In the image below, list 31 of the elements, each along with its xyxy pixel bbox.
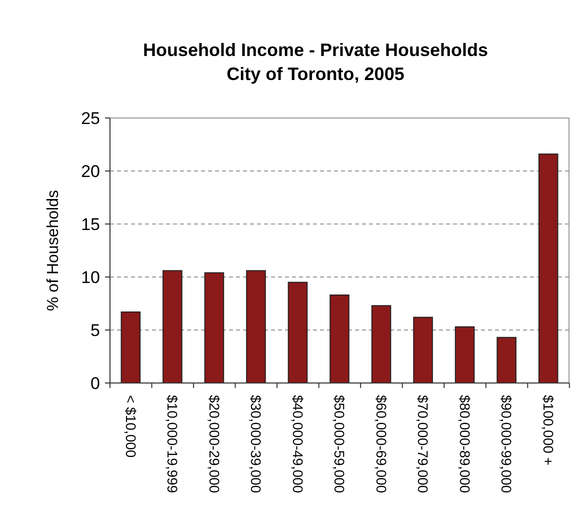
y-tick-label: 0 [90,374,100,393]
x-tick-label: $70,000-79,000 [415,395,432,494]
bar [246,270,266,384]
x-tick-label: $50,000-59,000 [332,395,348,494]
x-tick-label: $80,000-89,000 [456,395,473,494]
bar [120,311,141,384]
y-axis-title: % of Households [45,190,62,311]
y-tick-label: 10 [81,268,100,287]
x-tick-label: $40,000-49,000 [290,395,306,494]
y-tick-label: 5 [90,320,100,340]
bar [454,326,475,384]
bar [371,305,392,384]
bar [162,270,182,384]
x-tick-label: $100,000 + [540,395,556,466]
bar [538,154,558,384]
x-tick-label: $10,000-19,999 [164,395,181,494]
x-tick-label: $90,000-99,000 [498,395,515,494]
x-tick-label: < $10,000 [122,395,139,458]
bar [330,294,350,384]
y-tick-label: 20 [81,162,100,181]
bar [496,336,516,384]
x-tick-label: $20,000-29,000 [206,395,222,494]
bar [413,316,433,384]
y-tick-label: 25 [81,108,100,128]
chart-title: Household Income - Private Households [142,40,488,60]
chart-subtitle: City of Toronto, 2005 [226,64,404,84]
bar [204,272,224,384]
bar [288,282,308,384]
x-tick-label: $30,000-39,000 [248,395,264,494]
y-tick-label: 15 [81,214,100,234]
x-tick-label: $60,000-69,000 [373,395,390,494]
